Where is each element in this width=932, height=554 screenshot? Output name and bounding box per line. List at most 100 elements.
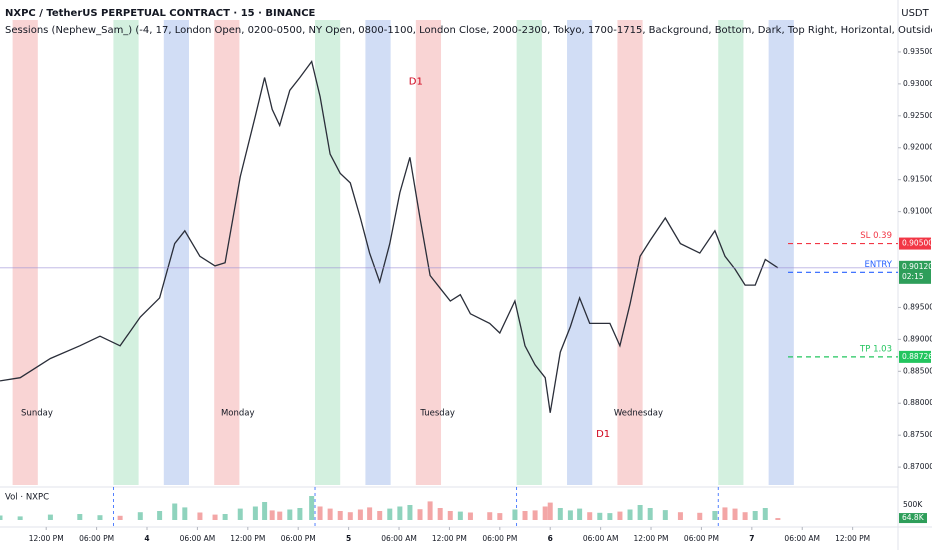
level-price-label: 0.90500 — [902, 239, 932, 248]
x-tick-label: 12:00 PM — [835, 534, 870, 543]
y-tick-label: 0.93000 — [903, 79, 932, 88]
level-label: TP 1.03 — [859, 344, 892, 354]
volume-bar — [677, 512, 683, 520]
session-band — [617, 20, 643, 485]
y-tick-label: 0.87000 — [903, 462, 932, 471]
y-tick-label: 0.93500 — [903, 47, 932, 56]
volume-last-box — [899, 513, 927, 524]
session-band — [718, 20, 744, 485]
y-tick-label: 0.91500 — [903, 175, 932, 184]
x-tick-label: 06:00 PM — [482, 534, 517, 543]
level-price-box — [899, 237, 931, 250]
volume-bar — [542, 506, 548, 520]
volume-bar — [512, 509, 518, 520]
level-price-label: 0.88726 — [902, 352, 932, 361]
x-tick-label: 5 — [346, 534, 351, 543]
countdown-label: 02:15 — [902, 272, 924, 281]
volume-last-label: 64.8K — [902, 513, 925, 522]
volume-bar — [297, 508, 303, 520]
volume-bar — [577, 508, 583, 520]
volume-bar — [397, 506, 403, 520]
volume-bar — [637, 505, 643, 520]
volume-bar — [387, 508, 393, 520]
volume-bar — [367, 507, 373, 520]
x-tick-label: 06:00 AM — [583, 534, 619, 543]
day-label: Tuesday — [419, 409, 455, 419]
volume-bar — [437, 508, 443, 520]
level-price-box — [899, 350, 931, 363]
volume-bar — [407, 505, 413, 520]
volume-bar — [77, 514, 83, 520]
volume-bar — [287, 509, 293, 520]
x-tick-label: 6 — [548, 534, 553, 543]
x-tick-label: 06:00 AM — [180, 534, 216, 543]
volume-bar — [762, 508, 768, 520]
y-tick-label: 0.88500 — [903, 366, 932, 375]
volume-bar — [742, 512, 748, 520]
volume-bar — [427, 501, 433, 520]
volume-bar — [222, 514, 228, 520]
volume-bar — [722, 507, 728, 520]
volume-bar — [212, 514, 218, 520]
x-tick-label: 06:00 PM — [79, 534, 114, 543]
volume-bar — [557, 508, 563, 520]
y-tick-label: 0.92000 — [903, 143, 932, 152]
volume-bar — [597, 512, 603, 520]
last-price-label: 0.90120 — [902, 262, 932, 271]
x-tick-label: 12:00 PM — [432, 534, 467, 543]
volume-bar — [487, 512, 493, 520]
volume-bar — [337, 511, 343, 520]
x-tick-label: 06:00 AM — [381, 534, 417, 543]
y-tick-label: 0.89000 — [903, 334, 932, 343]
volume-bar — [732, 508, 738, 520]
x-tick-label: 06:00 PM — [281, 534, 316, 543]
volume-bar — [269, 510, 275, 520]
chart-title: NXPC / TetherUS PERPETUAL CONTRACT · 15 … — [5, 8, 316, 19]
session-annotation: D1 — [596, 429, 610, 440]
day-label: Monday — [221, 409, 255, 419]
volume-bar — [137, 512, 143, 520]
volume-bar — [662, 510, 668, 520]
volume-bar — [262, 502, 268, 520]
day-label: Sunday — [21, 409, 53, 419]
session-band — [315, 20, 341, 485]
volume-bar — [647, 508, 653, 520]
volume-bar — [587, 512, 593, 520]
y-tick-label: 0.92500 — [903, 111, 932, 120]
currency: USDT — [901, 8, 929, 19]
volume-bar — [309, 496, 315, 520]
volume-bar — [712, 511, 718, 520]
y-tick-label: 0.89500 — [903, 302, 932, 311]
x-tick-label: 06:00 PM — [684, 534, 719, 543]
x-tick-label: 12:00 PM — [634, 534, 669, 543]
indicator-label: Sessions (Nephew_Sam_) (-4, 17, London O… — [5, 25, 932, 36]
volume-bar — [327, 508, 333, 520]
volume-bar — [197, 512, 203, 520]
session-band — [12, 20, 38, 485]
session-band — [567, 20, 593, 485]
volume-bar — [182, 507, 188, 520]
y-tick-label: 0.87500 — [903, 430, 932, 439]
volume-bar — [567, 510, 573, 520]
volume-label: Vol · NXPC — [5, 493, 49, 503]
volume-bar — [157, 511, 163, 520]
volume-bar — [522, 511, 528, 520]
volume-bar — [775, 518, 781, 520]
last-price-box — [899, 260, 931, 284]
volume-bar — [117, 515, 123, 520]
volume-tick-label: 500K — [903, 500, 923, 509]
session-band — [516, 20, 542, 485]
volume-bar — [0, 515, 3, 520]
x-tick-label: 12:00 PM — [230, 534, 265, 543]
session-band — [768, 20, 794, 485]
volume-bar — [532, 510, 538, 520]
volume-bar — [752, 511, 758, 520]
volume-bar — [252, 506, 258, 520]
y-tick-label: 0.91000 — [903, 207, 932, 216]
volume-bar — [237, 508, 243, 520]
volume-bar — [347, 512, 353, 520]
volume-bar — [497, 513, 503, 520]
x-tick-label: 7 — [749, 534, 754, 543]
session-annotation: D1 — [409, 76, 423, 87]
